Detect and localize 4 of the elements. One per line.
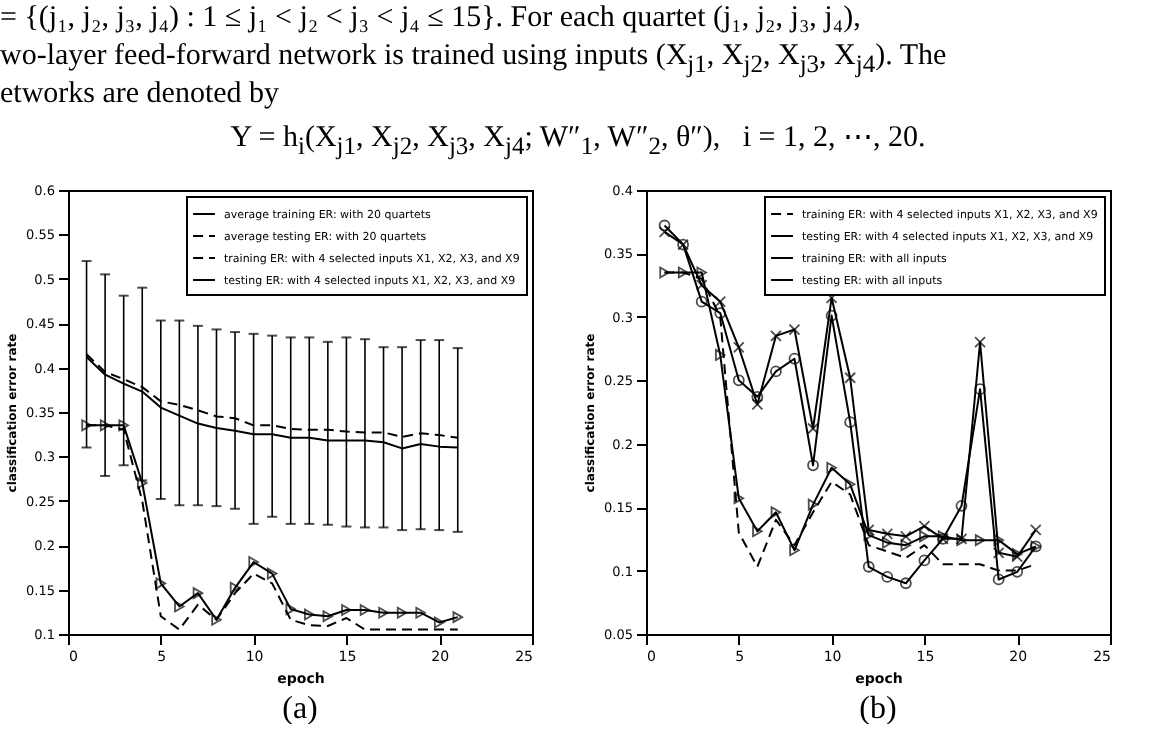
text: Y = h$_{i}$(X$_{j1}$, X$_{j2}$, X$_{j3}$, X$_{j4}$; W″$_{1}$, W″$_{2}$, θ″), i = 1, 2, ⋯, 20. bbox=[230, 122, 926, 160]
text: wo-layer feed-forward network is trained using inputs (X$_{j1}$, X$_{j2}$, X$_{j3}$, X$_{j4}$). The bbox=[0, 40, 947, 78]
text: = {(j₁, j₂, j₃, j₄) : 1 ≤ j₁ < j₂ < j₃ < j₄ ≤ 15}. For each quartet (j₁, j₂, j₃, j₄), bbox=[0, 0, 863, 38]
text: etworks are denoted by bbox=[0, 76, 282, 114]
